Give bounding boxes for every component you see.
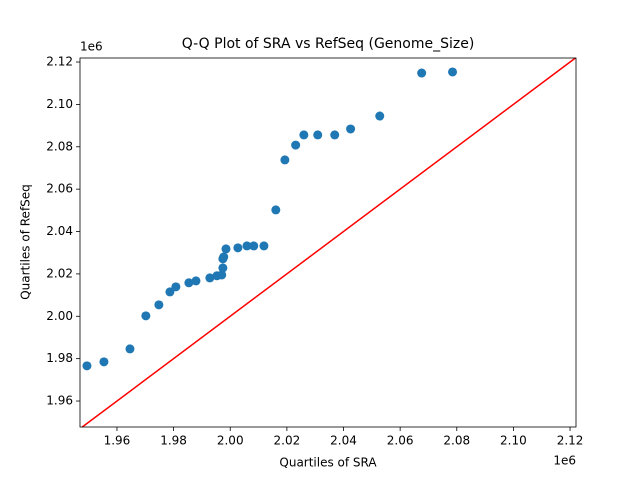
point <box>171 282 181 292</box>
point <box>82 361 92 371</box>
point <box>218 263 228 273</box>
x-tick-label: 2.06 <box>387 434 414 448</box>
x-tick-label: 2.12 <box>557 434 584 448</box>
point <box>259 241 269 251</box>
point <box>233 243 243 253</box>
point <box>217 270 227 280</box>
x-axis-label: Quartiles of SRA <box>279 456 377 470</box>
point <box>346 124 356 134</box>
y-tick-label: 2.04 <box>46 224 73 238</box>
point <box>375 111 385 121</box>
y-tick-label: 2.06 <box>46 182 73 196</box>
x-tick-label: 1.96 <box>104 434 131 448</box>
point <box>221 244 231 254</box>
y-tick-label: 2.08 <box>46 139 73 153</box>
y-tick-label: 2.02 <box>46 266 73 280</box>
point <box>299 130 309 140</box>
point <box>125 344 135 354</box>
point <box>271 205 281 215</box>
point <box>205 273 215 283</box>
x-tick-label: 1.98 <box>160 434 187 448</box>
point <box>417 68 427 78</box>
y-offset-label: 1e6 <box>80 40 103 54</box>
point <box>249 241 259 251</box>
point <box>141 311 151 321</box>
y-tick-label: 2.12 <box>46 55 73 69</box>
chart-title: Q-Q Plot of SRA vs RefSeq (Genome_Size) <box>182 36 475 52</box>
point <box>184 278 194 288</box>
point <box>99 357 109 367</box>
point <box>219 252 229 262</box>
y-tick-label: 2.00 <box>46 309 73 323</box>
point <box>330 130 340 140</box>
point <box>191 276 201 286</box>
y-tick-label: 1.98 <box>46 351 73 365</box>
point <box>313 130 323 140</box>
x-tick-label: 2.04 <box>330 434 357 448</box>
point <box>291 140 301 150</box>
reference-line <box>81 57 576 428</box>
point <box>154 300 164 310</box>
x-tick-label: 2.00 <box>217 434 244 448</box>
x-tick-label: 2.08 <box>443 434 470 448</box>
x-tick-label: 2.02 <box>274 434 301 448</box>
y-axis-label: Quartiles of RefSeq <box>19 184 33 300</box>
point <box>448 67 458 77</box>
point <box>280 155 290 165</box>
point <box>165 287 175 297</box>
y-tick-label: 2.10 <box>46 97 73 111</box>
plot-frame <box>79 57 577 428</box>
y-tick-label: 1.96 <box>46 394 73 408</box>
point <box>242 241 252 251</box>
x-tick-label: 2.10 <box>500 434 527 448</box>
x-offset-label: 1e6 <box>553 454 576 468</box>
